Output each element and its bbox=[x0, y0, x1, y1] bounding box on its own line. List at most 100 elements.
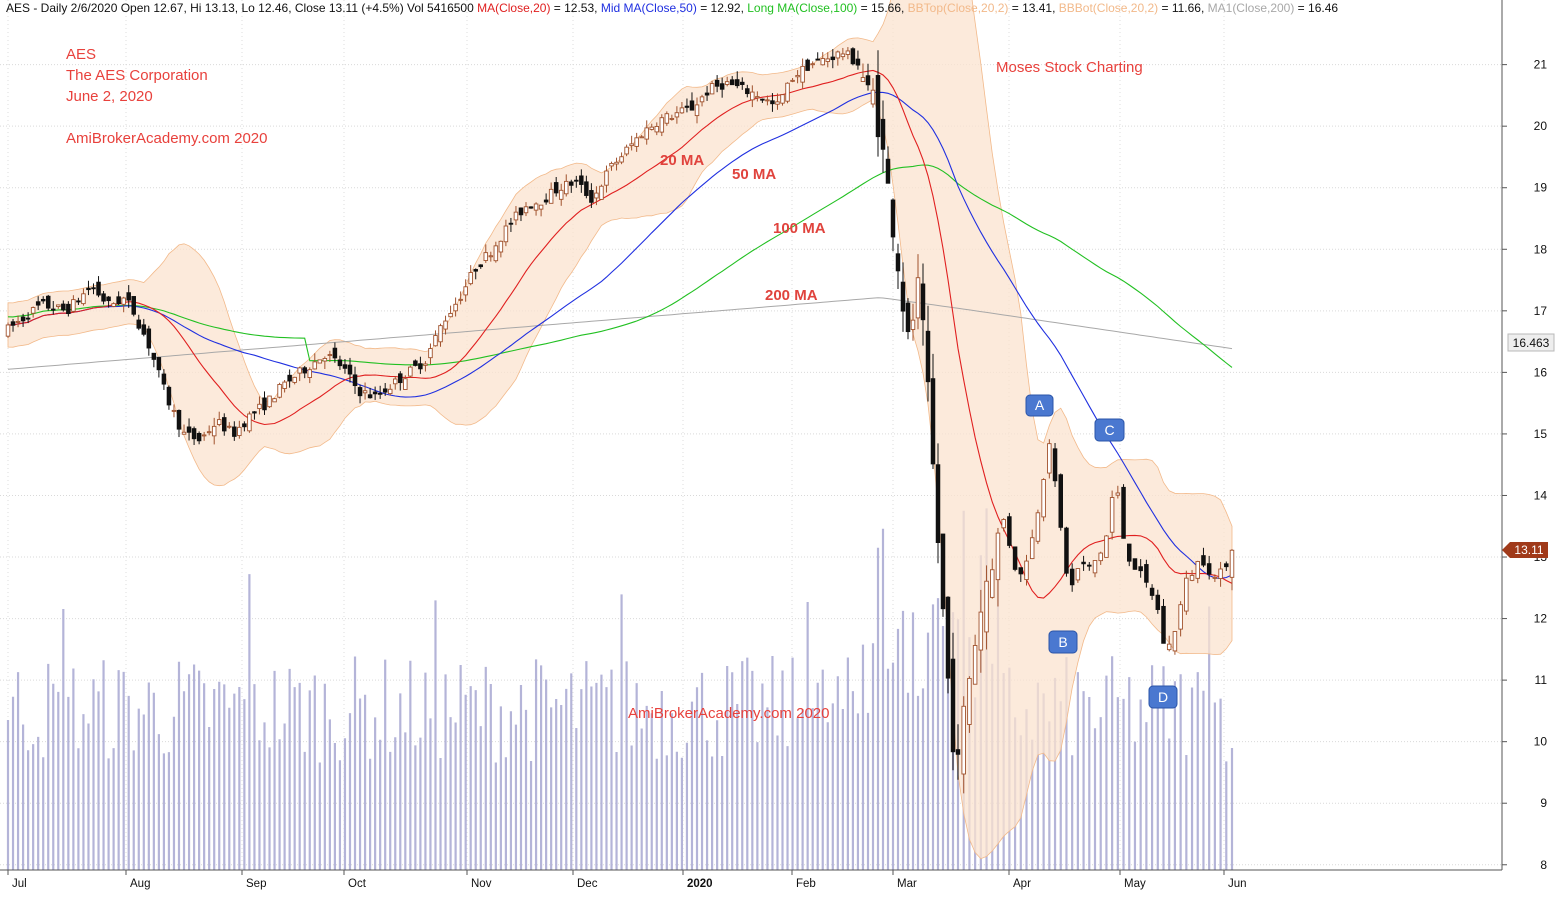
candle-body bbox=[624, 146, 629, 155]
x-tick-label: Jul bbox=[12, 878, 27, 890]
candle-body bbox=[352, 374, 358, 387]
candle-body bbox=[267, 395, 272, 408]
candle-body bbox=[724, 81, 730, 85]
y-tick-label: 8 bbox=[1540, 858, 1547, 872]
candle-body bbox=[196, 432, 202, 442]
candle-body bbox=[900, 281, 906, 312]
candle-body bbox=[10, 321, 16, 326]
candle-body bbox=[584, 181, 589, 196]
candle-body bbox=[1189, 574, 1195, 581]
candle-body bbox=[704, 92, 710, 96]
candle-body bbox=[1229, 549, 1235, 578]
candle-body bbox=[548, 188, 554, 204]
bollinger-area bbox=[7, 0, 1233, 860]
ma100-label: 100 MA bbox=[773, 220, 826, 237]
candle-body bbox=[770, 100, 775, 105]
candle-body bbox=[131, 296, 136, 315]
candle-body bbox=[820, 58, 825, 66]
x-tick-label: May bbox=[1124, 878, 1146, 890]
candle-body bbox=[277, 383, 282, 398]
candle-body bbox=[398, 373, 403, 384]
candle-body bbox=[659, 117, 665, 133]
candle-body bbox=[5, 324, 11, 337]
candle-body bbox=[810, 63, 815, 66]
candle-body bbox=[297, 367, 302, 374]
candle-body bbox=[1029, 537, 1035, 560]
candle-body bbox=[604, 170, 609, 186]
candle-body bbox=[81, 293, 86, 305]
candle-body bbox=[619, 156, 624, 163]
candle-body bbox=[920, 283, 926, 321]
candle-body bbox=[664, 113, 670, 124]
candle-body bbox=[1206, 563, 1212, 575]
candle-body bbox=[875, 75, 881, 138]
y-axis: 89101112131415161718192021 bbox=[1502, 58, 1547, 872]
candle-body bbox=[45, 295, 51, 309]
candle-body bbox=[126, 292, 131, 301]
candle-body bbox=[367, 394, 373, 399]
candle-body bbox=[714, 79, 720, 87]
candle-body bbox=[272, 398, 277, 403]
candle-body bbox=[201, 434, 207, 437]
candle-body bbox=[106, 296, 111, 302]
candle-body bbox=[961, 705, 966, 775]
candle-body bbox=[634, 137, 639, 147]
candlesticks bbox=[5, 47, 1235, 794]
candle-body bbox=[211, 425, 217, 437]
candle-body bbox=[166, 386, 172, 406]
candle-body bbox=[1058, 474, 1063, 528]
candle-body bbox=[563, 180, 569, 195]
candle-body bbox=[176, 409, 182, 430]
candle-body bbox=[972, 645, 978, 685]
x-tick-label: Nov bbox=[471, 878, 492, 890]
candle-body bbox=[191, 428, 197, 440]
candle-body bbox=[569, 181, 574, 186]
candle-body bbox=[116, 296, 121, 305]
company-label: The AES Corporation bbox=[66, 67, 208, 84]
candle-body bbox=[1178, 604, 1183, 630]
candle-body bbox=[387, 388, 393, 395]
candle-body bbox=[654, 126, 660, 133]
candle-body bbox=[925, 330, 931, 383]
candle-body bbox=[468, 272, 473, 285]
y-tick-label: 14 bbox=[1534, 488, 1548, 502]
header-segment: BBBot(Close,20,2) bbox=[1059, 1, 1158, 15]
candle-body bbox=[574, 179, 579, 182]
candle-body bbox=[488, 255, 494, 258]
candle-body bbox=[967, 677, 972, 725]
candle-body bbox=[940, 533, 946, 610]
candle-body bbox=[35, 301, 41, 306]
candle-body bbox=[448, 312, 453, 318]
candle-body bbox=[1052, 448, 1058, 482]
candle-body bbox=[765, 99, 770, 102]
candle-body bbox=[1069, 568, 1075, 586]
candle-body bbox=[790, 79, 795, 82]
candle-body bbox=[984, 580, 989, 633]
site-watermark-bottom: AmiBrokerAcademy.com 2020 bbox=[628, 705, 829, 722]
candle-body bbox=[151, 352, 157, 360]
marker-c-label: C bbox=[1104, 422, 1114, 438]
candle-body bbox=[935, 464, 941, 543]
y-tick-label: 19 bbox=[1534, 181, 1548, 195]
ma200-line bbox=[7, 297, 1233, 370]
candle-body bbox=[558, 189, 564, 200]
candle-body bbox=[1109, 497, 1115, 533]
close-price-tag: 13.11 bbox=[1502, 542, 1548, 558]
candle-body bbox=[111, 303, 116, 307]
candle-body bbox=[1212, 576, 1218, 579]
candle-body bbox=[699, 96, 705, 103]
candle-body bbox=[171, 409, 177, 412]
candle-body bbox=[1081, 561, 1086, 565]
candle-body bbox=[458, 298, 463, 301]
candle-body bbox=[76, 300, 81, 303]
candle-body bbox=[478, 264, 483, 268]
candle-body bbox=[543, 199, 549, 203]
candle-body bbox=[719, 83, 725, 90]
candle-body bbox=[533, 203, 539, 211]
candle-body bbox=[609, 162, 614, 167]
candle-body bbox=[513, 211, 519, 221]
candle-body bbox=[1007, 516, 1012, 546]
candle-body bbox=[382, 388, 388, 393]
candle-body bbox=[795, 74, 800, 78]
x-tick-label: Jun bbox=[1228, 878, 1247, 890]
